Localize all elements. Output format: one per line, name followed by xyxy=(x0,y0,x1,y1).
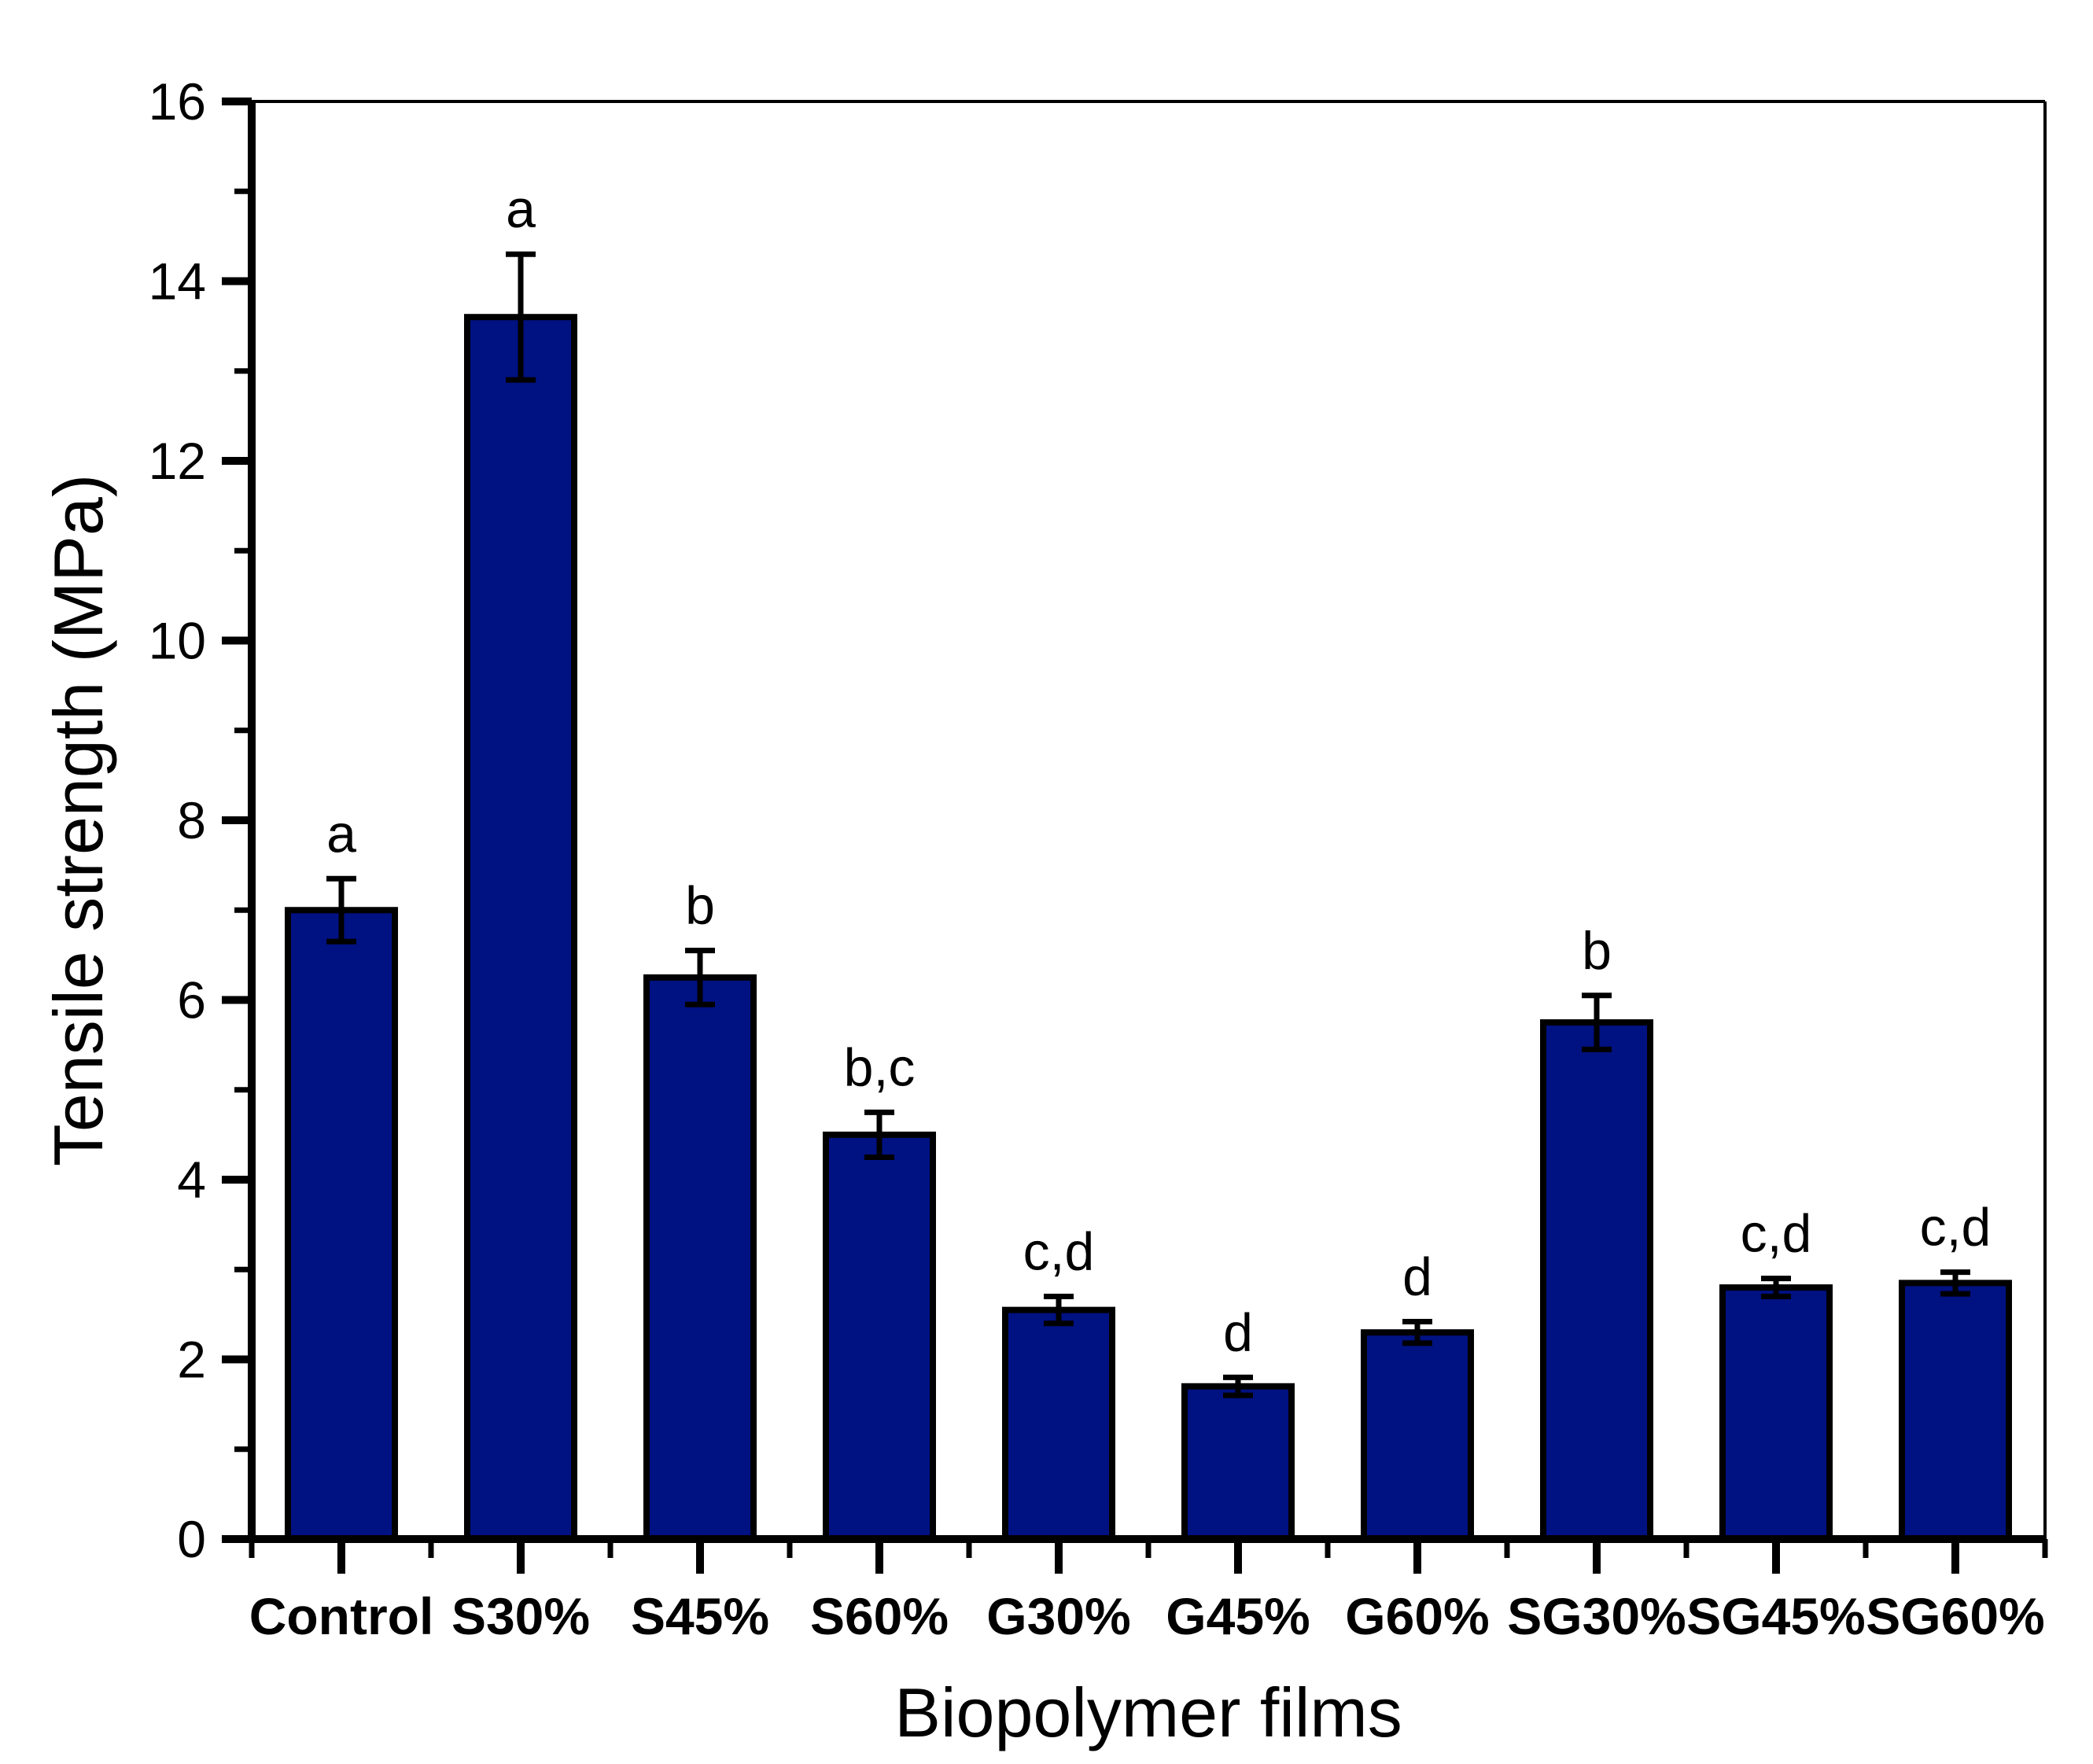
x-tick-label: SG30% xyxy=(1507,1587,1686,1645)
x-tick-label: SG60% xyxy=(1866,1587,2044,1645)
bar-s60 xyxy=(823,1131,936,1542)
significance-letter: b xyxy=(685,876,715,936)
y-tick-label: 4 xyxy=(177,1151,206,1209)
x-tick-label: G45% xyxy=(1166,1587,1310,1645)
y-tick-label: 6 xyxy=(177,971,206,1029)
y-tick-label: 8 xyxy=(177,791,206,849)
x-tick-label: S45% xyxy=(631,1587,769,1645)
significance-letter: a xyxy=(506,179,536,239)
significance-letter: b,c xyxy=(844,1037,916,1097)
y-tick-label: 10 xyxy=(149,612,206,670)
x-tick-label: SG45% xyxy=(1686,1587,1865,1645)
x-tick-label: G30% xyxy=(986,1587,1130,1645)
bar-s30 xyxy=(464,314,577,1543)
x-tick-label: S30% xyxy=(451,1587,590,1645)
significance-letter: d xyxy=(1223,1302,1253,1362)
bar-sg60 xyxy=(1899,1280,2012,1542)
y-tick-label: 2 xyxy=(177,1331,206,1389)
bar-control xyxy=(285,907,398,1542)
x-axis-title: Biopolymer films xyxy=(894,1674,1402,1751)
y-tick-label: 14 xyxy=(149,252,206,311)
bar-sg30 xyxy=(1540,1019,1653,1542)
bar-g30 xyxy=(1002,1306,1115,1542)
significance-letter: a xyxy=(326,804,356,864)
y-tick-label: 16 xyxy=(149,72,206,131)
x-tick-label: S60% xyxy=(810,1587,949,1645)
significance-letter: c,d xyxy=(1920,1198,1992,1258)
bar-g45 xyxy=(1181,1383,1295,1543)
x-tick-label: Control xyxy=(249,1587,434,1645)
y-tick-label: 12 xyxy=(149,432,206,490)
bar-s45 xyxy=(643,974,757,1542)
bar-sg45 xyxy=(1719,1284,1833,1542)
y-tick-label: 0 xyxy=(177,1510,206,1568)
y-axis-title: Tensile strength (MPa) xyxy=(39,473,117,1167)
significance-letter: c,d xyxy=(1741,1204,1812,1264)
x-tick-label: G60% xyxy=(1345,1587,1489,1645)
significance-letter: c,d xyxy=(1023,1222,1095,1282)
bar-g60 xyxy=(1361,1329,1474,1542)
significance-letter: b xyxy=(1582,921,1612,981)
significance-letter: d xyxy=(1402,1247,1432,1307)
